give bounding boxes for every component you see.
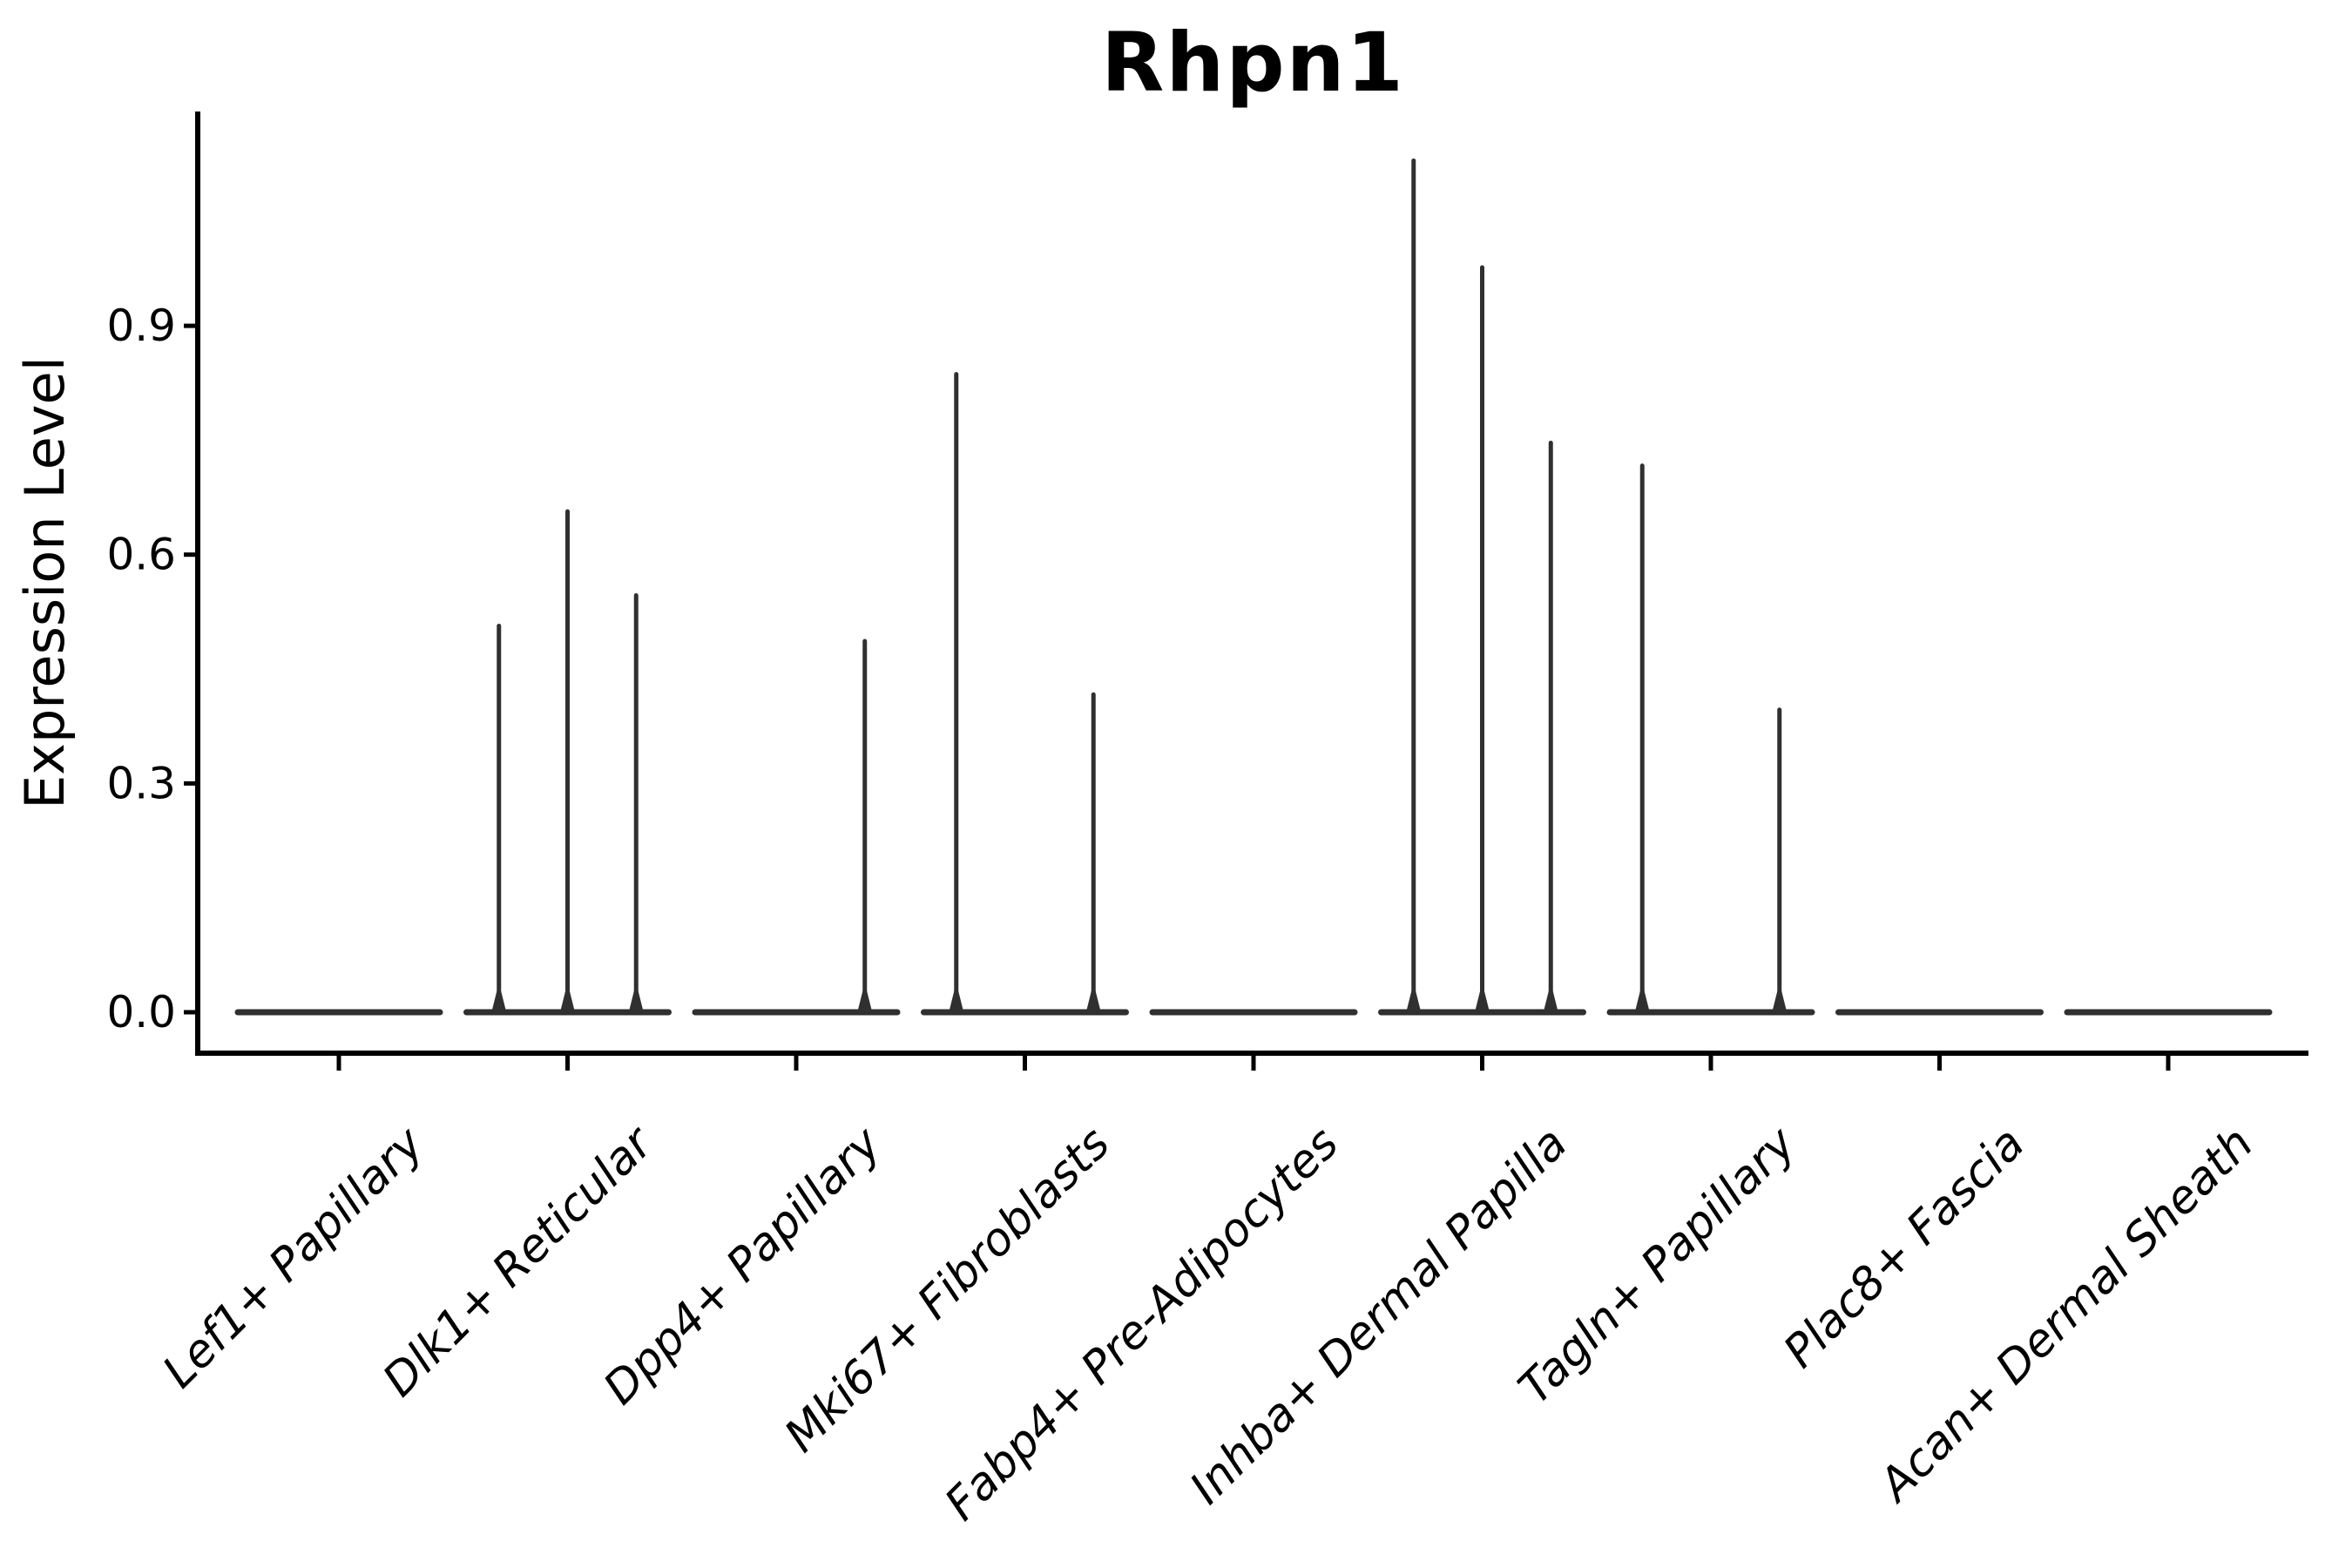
y-tick-label: 0.0: [106, 987, 176, 1037]
x-axis-label: Fabp4+ Pre-Adipocytes: [936, 1118, 1349, 1531]
x-axis-label: Inhba+ Dermal Papilla: [1180, 1118, 1578, 1515]
chart-title: Rhpn1: [1101, 16, 1405, 111]
y-tick-label: 0.9: [106, 301, 176, 351]
y-tick-label: 0.3: [106, 758, 176, 808]
y-tick-label: 0.6: [106, 530, 176, 580]
x-axis-label: Acan+ Dermal Sheath: [1868, 1118, 2263, 1513]
x-axis-label: Plac8+ Fascia: [1774, 1118, 2034, 1378]
